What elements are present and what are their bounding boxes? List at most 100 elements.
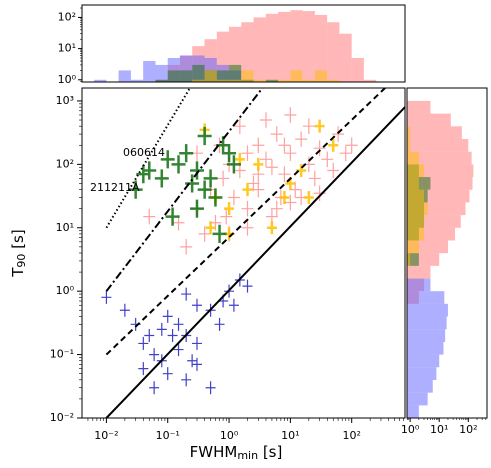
- cross-marker: [138, 362, 149, 376]
- cross-marker: [345, 137, 358, 154]
- series: [101, 273, 253, 395]
- cross-marker: [278, 166, 291, 182]
- cross-marker: [270, 126, 283, 142]
- cross-marker: [101, 290, 112, 304]
- x-label-unit: [s]: [258, 443, 282, 461]
- hist-bar: [407, 151, 419, 165]
- hist-bar: [143, 61, 156, 82]
- hist-bar: [302, 79, 315, 82]
- cross-marker: [222, 144, 237, 163]
- hist-bar: [216, 79, 230, 82]
- hist-bar: [290, 70, 303, 82]
- cross-marker: [247, 175, 260, 192]
- hist-bar: [278, 11, 291, 82]
- hist-bar: [192, 79, 205, 82]
- hist-bar: [407, 177, 419, 190]
- reference-line: [105, 88, 264, 292]
- hist-bar: [407, 126, 411, 140]
- cross-marker: [212, 224, 227, 244]
- y-axis-label: T90 [s]: [9, 229, 29, 277]
- cross-marker: [160, 150, 175, 169]
- x-axis-label: FWHMmin [s]: [190, 443, 283, 463]
- hist-bar: [314, 14, 328, 82]
- y-label-sub: 90: [15, 254, 28, 268]
- cross-marker: [156, 322, 167, 336]
- hist-bar: [407, 113, 451, 127]
- cross-marker: [259, 151, 272, 168]
- hist-bar: [407, 139, 411, 152]
- cross-marker: [284, 145, 297, 161]
- cross-marker: [128, 180, 143, 199]
- cross-marker: [203, 169, 218, 188]
- cross-marker: [241, 219, 254, 236]
- cross-marker: [119, 303, 130, 317]
- cross-marker: [143, 208, 156, 225]
- cross-marker: [220, 208, 233, 225]
- x-tick-label: 10¹: [430, 423, 448, 436]
- cross-marker: [242, 279, 253, 293]
- series: [143, 107, 358, 255]
- cross-marker: [162, 309, 173, 323]
- x-tick-label: 10²: [459, 423, 477, 436]
- x-tick-label: 10¹: [281, 429, 299, 442]
- y-tick-label: 10²: [56, 157, 74, 170]
- series: [128, 126, 241, 244]
- cross-marker: [233, 118, 246, 134]
- cross-marker: [227, 189, 240, 206]
- plot-frame: [81, 87, 406, 419]
- hist-bar: [407, 265, 431, 279]
- hist-bar: [278, 79, 291, 82]
- cross-marker: [214, 317, 225, 331]
- hist-bar: [407, 253, 411, 266]
- cross-marker: [266, 221, 277, 235]
- cross-marker: [284, 107, 297, 123]
- hist-bar: [407, 240, 419, 254]
- y-tick-label: 10⁻¹: [50, 348, 74, 361]
- cross-marker: [279, 191, 290, 205]
- cross-marker: [339, 145, 352, 161]
- hist-bar: [216, 70, 230, 82]
- x-tick-label: 10⁰: [220, 429, 239, 442]
- hist-bar: [407, 303, 448, 317]
- cross-marker: [187, 354, 198, 368]
- hist-bar: [407, 291, 445, 304]
- reference-lines: [105, 88, 405, 418]
- cross-marker: [313, 140, 326, 156]
- cross-marker: [241, 145, 254, 161]
- hist-bar: [167, 70, 180, 82]
- hist-series: [192, 70, 340, 82]
- hist-bar: [155, 64, 168, 82]
- hist-bar: [407, 392, 428, 406]
- hist-series: [407, 126, 428, 266]
- cross-marker: [314, 119, 325, 133]
- hist-bar: [407, 379, 433, 393]
- hist-bar: [204, 70, 217, 82]
- cross-marker: [253, 157, 264, 171]
- cross-marker: [142, 161, 157, 180]
- cross-marker: [328, 138, 339, 152]
- hist-bar: [290, 10, 303, 82]
- cross-marker: [259, 112, 272, 128]
- hist-bar: [407, 405, 419, 418]
- hist-bar: [94, 79, 107, 82]
- y-tick-label: 10³: [56, 94, 74, 107]
- cross-marker: [332, 126, 345, 142]
- cross-marker: [197, 126, 212, 146]
- hist-bar: [407, 316, 447, 330]
- cross-marker: [136, 165, 151, 184]
- x-label-main: FWHM: [190, 443, 238, 461]
- cross-marker: [138, 336, 149, 350]
- hist-bar: [407, 126, 462, 140]
- cross-marker: [303, 191, 314, 205]
- hist-bar: [363, 79, 377, 82]
- hist-bar: [314, 70, 328, 82]
- cross-marker: [179, 144, 194, 163]
- cross-marker: [149, 348, 160, 362]
- hist-bar: [253, 17, 266, 82]
- hist-bar: [192, 64, 205, 82]
- hist-bar: [407, 189, 425, 203]
- hist-bar: [253, 79, 266, 82]
- cross-marker: [180, 239, 193, 255]
- hist-frame: [81, 4, 406, 83]
- y-tick-label: 10⁰: [58, 73, 77, 86]
